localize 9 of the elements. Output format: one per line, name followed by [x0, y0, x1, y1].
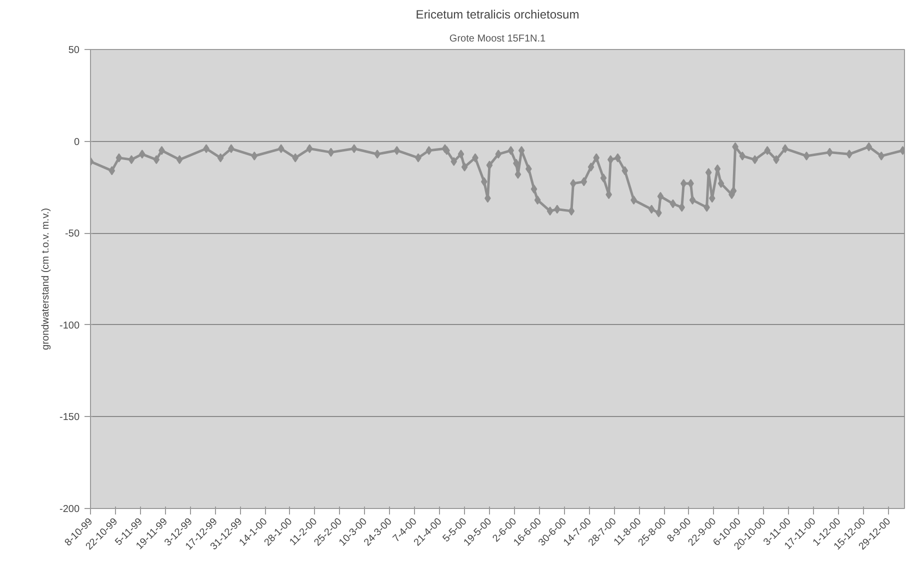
chart-subtitle: Grote Moost 15F1N.1 [449, 34, 546, 44]
y-axis-title: grondwaterstand (cm t.o.v. m.v.) [40, 208, 52, 350]
y-tick-label: -50 [65, 228, 80, 240]
chart-title: Ericetum tetralicis orchietosum [416, 8, 580, 22]
y-tick-label: -200 [59, 504, 80, 515]
y-tick-label: -100 [59, 320, 80, 332]
y-tick-label: 0 [74, 136, 80, 148]
y-tick-label: -150 [59, 412, 80, 424]
y-tick-label: 50 [68, 45, 80, 56]
